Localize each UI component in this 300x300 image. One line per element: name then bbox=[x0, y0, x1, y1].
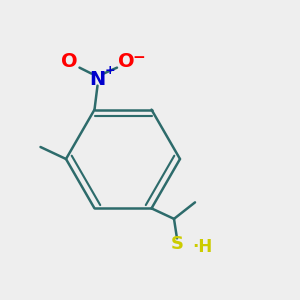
Text: S: S bbox=[170, 236, 184, 253]
Text: −: − bbox=[132, 50, 145, 65]
Text: N: N bbox=[89, 70, 106, 89]
Text: ·H: ·H bbox=[192, 238, 212, 256]
Text: O: O bbox=[61, 52, 77, 71]
Text: O: O bbox=[118, 52, 135, 71]
Text: +: + bbox=[104, 64, 115, 77]
